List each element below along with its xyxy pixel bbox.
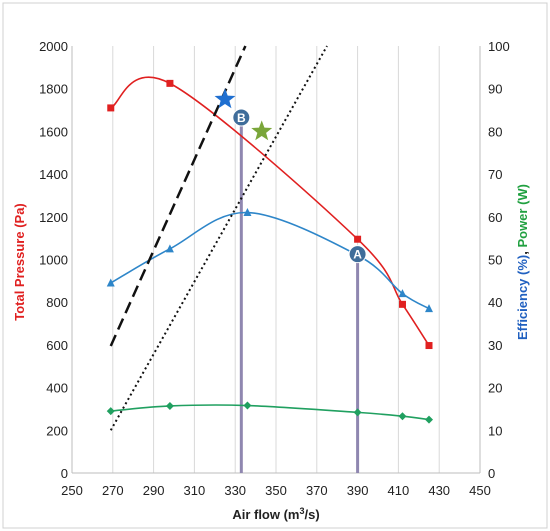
data-point [398,300,406,308]
x-tick-labels: 250 270 290 310 330 350 370 390 410 430 450 [61,483,491,498]
x-tick-label: 390 [347,483,369,498]
y-right-tick-label: 50 [488,253,502,268]
data-point [353,408,362,417]
data-point [425,304,433,313]
x-tick-label: 270 [102,483,124,498]
data-point [106,278,115,287]
dotted-line [109,45,328,431]
y-right-tick-label: 40 [488,295,502,310]
y-left-tick-label: 600 [46,338,68,353]
star-marker [251,120,273,141]
y-left-tick-label: 0 [61,466,68,481]
data-point [165,401,174,410]
data-point [166,79,174,87]
y-left-tick-label: 1000 [39,253,68,268]
y-right-tick-label: 10 [488,423,502,438]
data-point [243,401,252,410]
y-right-tick-label: 70 [488,167,502,182]
y-left-tick-label: 2000 [39,39,68,54]
y-right-tick-label: 80 [488,124,502,139]
y-right-tick-label: 0 [488,466,495,481]
x-axis-title: Air flow (m3/s) [232,506,319,522]
x-tick-label: 310 [184,483,206,498]
y-right-tick-label: 30 [488,338,502,353]
y-right-tick-label: 90 [488,82,502,97]
x-tick-label: 290 [143,483,165,498]
plot-area: BA [106,45,433,473]
data-point [425,415,433,424]
x-tick-label: 370 [306,483,328,498]
y-right-tick-label: 100 [488,39,510,54]
point-marker-a [348,245,367,264]
y-left-tick-label: 200 [46,423,68,438]
data-point [398,289,407,298]
x-tick-label: 410 [388,483,410,498]
data-point [106,407,115,416]
grid-lines [71,46,481,474]
y-left-tick-label: 800 [46,295,68,310]
y-right-tick-label: 20 [488,381,502,396]
point-label-b: B [237,111,246,125]
y-right-axis-title: Efficiency (%), Power (W) [515,184,530,340]
data-point [425,342,433,350]
y-left-tick-label: 1400 [39,167,68,182]
point-label-a: A [353,248,362,262]
y-right-tick-labels: 0 10 20 30 40 50 60 70 80 90 100 [488,39,510,481]
star-marker [214,88,236,109]
data-point [165,244,174,253]
data-point [354,235,362,243]
y-left-axis-title: Total Pressure (Pa) [12,203,27,321]
data-point [243,208,252,217]
x-tick-label: 450 [469,483,491,498]
y-right-tick-label: 60 [488,210,502,225]
x-tick-label: 330 [224,483,246,498]
x-tick-label: 350 [265,483,287,498]
y-left-tick-labels: 0 200 400 600 800 1000 1200 1400 1600 1800 2000 [39,39,68,481]
y-left-tick-label: 1800 [39,82,68,97]
y-left-tick-label: 1600 [39,124,68,139]
x-tick-label: 430 [428,483,450,498]
data-point [107,104,115,112]
data-point [398,412,407,421]
point-marker-b [232,108,251,127]
y-left-tick-label: 1200 [39,210,68,225]
x-tick-label: 250 [61,483,83,498]
y-left-tick-label: 400 [46,381,68,396]
